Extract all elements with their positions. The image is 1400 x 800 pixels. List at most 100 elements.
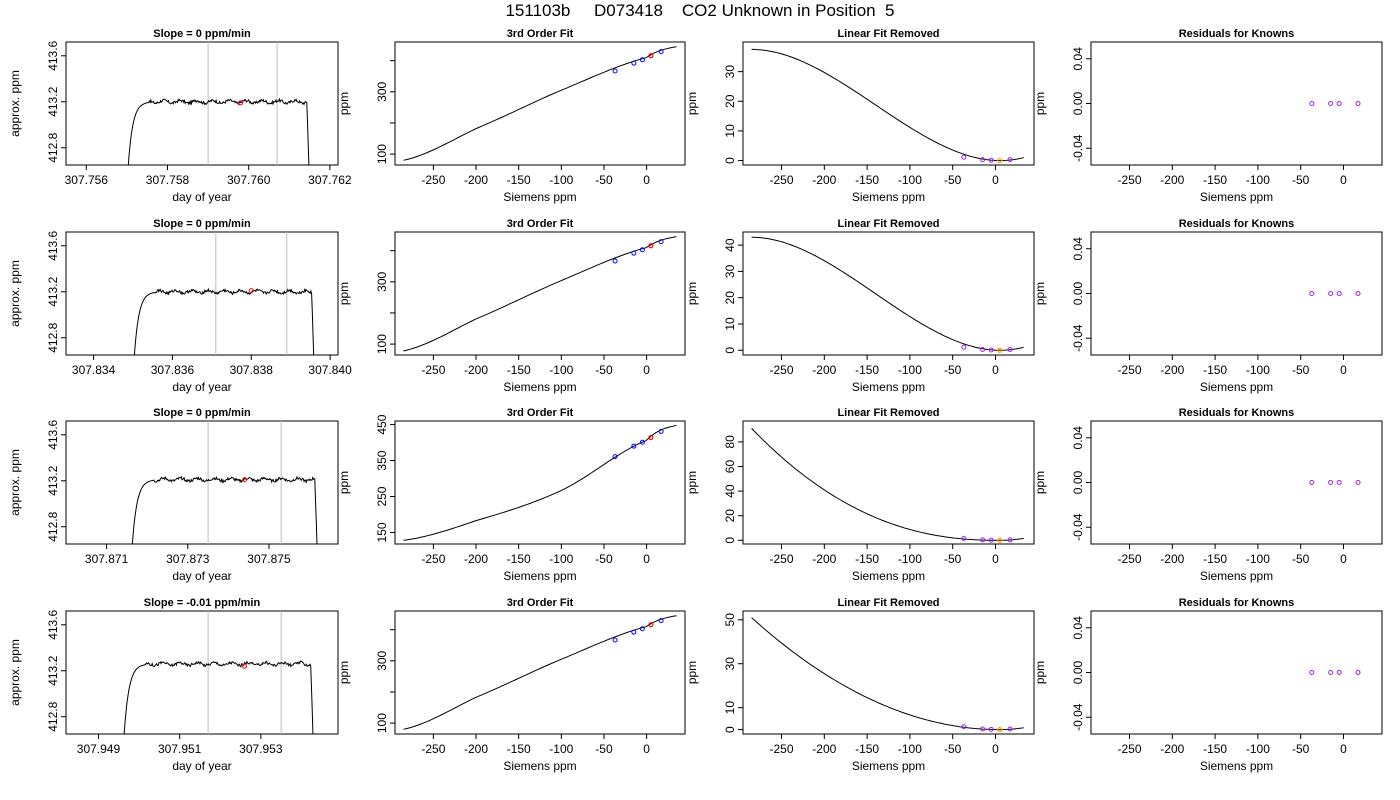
y-tick-label: -0.04 xyxy=(1071,134,1085,162)
x-tick-label: 307.953 xyxy=(239,742,283,756)
x-tick-label: 307.875 xyxy=(247,552,291,566)
known-point xyxy=(658,49,664,55)
x-tick-label: 0 xyxy=(992,552,999,566)
known-point xyxy=(988,157,994,163)
x-axis-label: day of year xyxy=(172,190,231,204)
unknown-point xyxy=(648,434,654,441)
mean-marker xyxy=(242,663,248,669)
plot-frame xyxy=(65,41,339,166)
unknown-point xyxy=(997,727,1003,733)
known-point xyxy=(658,428,664,434)
y-tick-label: 0.00 xyxy=(1071,470,1085,494)
concentration-trace xyxy=(133,287,315,355)
x-tick-label: -200 xyxy=(1160,173,1184,187)
y-tick-label: 413.2 xyxy=(46,276,60,306)
x-tick-label: 0 xyxy=(643,363,650,377)
y-tick-label: 10 xyxy=(723,701,737,715)
x-tick-label: -150 xyxy=(855,173,879,187)
plot-frame xyxy=(394,231,686,356)
y-axis-label: ppm xyxy=(1033,92,1047,115)
y-tick-label: 413.6 xyxy=(46,230,60,260)
x-tick-label: 307.951 xyxy=(158,742,202,756)
y-axis-label: ppm xyxy=(1033,471,1047,494)
x-tick-label: 307.838 xyxy=(230,363,274,377)
x-tick-label: -250 xyxy=(421,552,445,566)
x-axis-label: day of year xyxy=(172,569,231,583)
x-tick-label: -100 xyxy=(1246,173,1270,187)
plot-frame xyxy=(394,41,686,166)
y-tick-label: 0.04 xyxy=(1071,47,1085,71)
x-tick-label: -50 xyxy=(1292,173,1310,187)
plot-area xyxy=(751,428,1024,543)
panel-title: Linear Fit Removed xyxy=(837,28,939,40)
x-tick-label: -100 xyxy=(898,173,922,187)
mean-marker xyxy=(248,288,254,294)
x-tick-label: 307.758 xyxy=(146,173,190,187)
x-tick-label: -50 xyxy=(1292,742,1310,756)
x-tick-label: -200 xyxy=(464,363,488,377)
plot-frame xyxy=(1090,610,1383,735)
x-tick-label: -250 xyxy=(1117,742,1141,756)
residual-curve xyxy=(751,48,1024,162)
y-tick-label: 100 xyxy=(375,334,389,354)
y-tick-label: 0 xyxy=(723,157,737,164)
panel-title: Linear Fit Removed xyxy=(837,407,939,419)
unknown-point xyxy=(997,157,1003,164)
y-tick-label: -0.04 xyxy=(1071,703,1085,731)
plot-frame xyxy=(742,610,1035,735)
plot-area xyxy=(1309,291,1361,296)
figure-title: 151103b D073418 CO2 Unknown in Position … xyxy=(505,1,895,20)
y-tick-label: 30 xyxy=(723,264,737,278)
x-tick-label: -200 xyxy=(464,742,488,756)
panel-2-4: Residuals for Knowns -250 -200 -150 -100 -50 0… xyxy=(1033,218,1383,394)
x-axis-label: Siemens ppm xyxy=(1200,759,1273,773)
known-point xyxy=(980,537,986,543)
unknown-point xyxy=(648,622,654,628)
plot-frame xyxy=(394,420,686,545)
y-tick-label: -0.04 xyxy=(1071,513,1085,541)
known-point xyxy=(1007,726,1013,732)
plot-area xyxy=(403,46,677,161)
known-point xyxy=(961,535,967,541)
y-tick-label: 10 xyxy=(723,124,737,138)
panel-3-1: Slope = 0 ppm/min 307.871 307.873 307.875 da… xyxy=(8,407,339,583)
unknown-point xyxy=(648,243,654,249)
x-axis-label: day of year xyxy=(172,380,231,394)
residual-point xyxy=(1336,101,1342,106)
y-tick-label: 0.04 xyxy=(1071,237,1085,261)
panel-title: 3rd Order Fit xyxy=(507,28,574,40)
x-axis-label: Siemens ppm xyxy=(1200,380,1273,394)
fit-curve xyxy=(403,46,677,161)
y-tick-label: 300 xyxy=(375,81,389,101)
y-tick-label: 30 xyxy=(723,657,737,671)
x-tick-label: -100 xyxy=(1246,552,1270,566)
concentration-trace xyxy=(131,475,318,544)
x-tick-label: -100 xyxy=(1246,363,1270,377)
x-tick-label: -150 xyxy=(855,552,879,566)
plot-frame xyxy=(394,610,686,735)
y-axis-label: ppm xyxy=(685,92,699,115)
x-tick-label: -50 xyxy=(595,742,613,756)
plot-area xyxy=(133,232,315,355)
plot-area xyxy=(751,236,1024,353)
unknown-point xyxy=(648,53,654,59)
x-tick-label: 0 xyxy=(1340,742,1347,756)
x-tick-label: -250 xyxy=(769,363,793,377)
y-tick-label: 0.00 xyxy=(1071,91,1085,115)
x-tick-label: -200 xyxy=(464,552,488,566)
x-axis-label: Siemens ppm xyxy=(503,190,576,204)
x-tick-label: -150 xyxy=(507,363,531,377)
fit-curve xyxy=(403,424,677,541)
y-tick-label: 412.8 xyxy=(46,511,60,541)
y-tick-label: 0 xyxy=(723,347,737,354)
x-tick-label: -150 xyxy=(507,552,531,566)
plot-area xyxy=(127,42,310,165)
y-axis-label: approx. ppm xyxy=(8,449,22,516)
y-tick-label: 300 xyxy=(375,271,389,291)
y-tick-label: 450 xyxy=(375,414,389,434)
x-tick-label: -200 xyxy=(1160,742,1184,756)
y-tick-label: 412.8 xyxy=(46,322,60,352)
known-point xyxy=(612,637,618,643)
x-tick-label: -250 xyxy=(1117,552,1141,566)
y-axis-label: ppm xyxy=(1033,282,1047,305)
